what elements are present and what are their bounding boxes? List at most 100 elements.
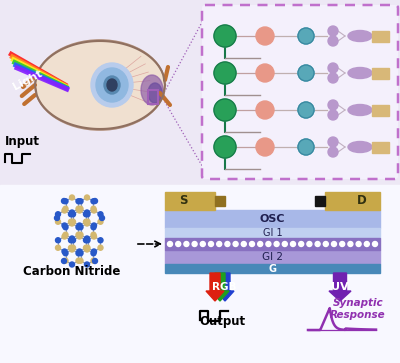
Circle shape — [78, 258, 83, 263]
Circle shape — [84, 221, 90, 226]
FancyArrow shape — [211, 273, 229, 301]
Text: OSC: OSC — [260, 214, 285, 224]
Circle shape — [56, 219, 60, 224]
Bar — [165, 250, 380, 264]
Circle shape — [217, 241, 222, 246]
Circle shape — [250, 241, 254, 246]
Circle shape — [200, 241, 205, 246]
Circle shape — [256, 64, 274, 82]
Circle shape — [62, 249, 67, 254]
Circle shape — [77, 208, 82, 213]
Ellipse shape — [96, 68, 128, 102]
Bar — [148, 90, 158, 104]
Circle shape — [328, 73, 338, 83]
Circle shape — [70, 210, 74, 215]
Circle shape — [70, 262, 74, 267]
Circle shape — [214, 62, 236, 84]
Circle shape — [62, 234, 67, 239]
Circle shape — [84, 210, 90, 215]
Circle shape — [214, 136, 236, 158]
Circle shape — [298, 139, 314, 155]
Circle shape — [76, 258, 81, 263]
Circle shape — [68, 238, 74, 243]
Circle shape — [85, 245, 90, 250]
Circle shape — [92, 258, 98, 264]
Circle shape — [98, 219, 103, 224]
Circle shape — [85, 212, 90, 217]
Circle shape — [241, 241, 246, 246]
Text: S: S — [179, 195, 187, 208]
Circle shape — [77, 249, 82, 254]
Circle shape — [68, 245, 74, 250]
Bar — [372, 68, 389, 79]
Circle shape — [91, 232, 96, 237]
Ellipse shape — [348, 68, 372, 78]
Bar — [0, 0, 400, 185]
Circle shape — [84, 212, 88, 217]
Circle shape — [91, 258, 96, 263]
Circle shape — [98, 245, 103, 250]
Text: D: D — [357, 195, 367, 208]
Circle shape — [214, 99, 236, 121]
Circle shape — [258, 241, 263, 246]
Circle shape — [323, 241, 328, 246]
Circle shape — [68, 219, 74, 224]
Circle shape — [76, 232, 81, 237]
Circle shape — [84, 236, 90, 241]
Circle shape — [62, 223, 67, 228]
Circle shape — [328, 147, 338, 157]
Circle shape — [92, 234, 96, 239]
Bar — [372, 142, 389, 153]
Circle shape — [63, 232, 68, 237]
Circle shape — [63, 258, 68, 263]
Circle shape — [92, 249, 96, 254]
Circle shape — [315, 241, 320, 246]
Circle shape — [77, 234, 82, 239]
Bar — [165, 192, 215, 210]
Circle shape — [98, 212, 103, 217]
Circle shape — [328, 26, 338, 36]
Circle shape — [84, 247, 90, 252]
Circle shape — [298, 65, 314, 81]
Bar — [165, 264, 380, 273]
Ellipse shape — [348, 30, 372, 41]
Circle shape — [332, 241, 336, 246]
Circle shape — [328, 36, 338, 46]
Circle shape — [92, 208, 96, 213]
Circle shape — [340, 241, 345, 246]
Circle shape — [298, 28, 314, 44]
Circle shape — [282, 241, 287, 246]
Text: RGB: RGB — [212, 282, 236, 292]
Circle shape — [100, 216, 104, 220]
Circle shape — [70, 245, 76, 250]
FancyArrow shape — [216, 273, 234, 301]
Circle shape — [256, 27, 274, 45]
Circle shape — [91, 206, 96, 211]
Circle shape — [225, 241, 230, 246]
Text: Carbon Nitride: Carbon Nitride — [23, 265, 121, 278]
Text: Input: Input — [4, 135, 40, 148]
Circle shape — [168, 241, 172, 246]
Ellipse shape — [35, 40, 165, 130]
Circle shape — [70, 212, 76, 217]
FancyArrow shape — [206, 273, 224, 301]
Ellipse shape — [107, 79, 117, 91]
Circle shape — [70, 221, 74, 226]
Circle shape — [68, 212, 74, 217]
FancyBboxPatch shape — [202, 5, 398, 179]
Circle shape — [84, 238, 88, 243]
Circle shape — [85, 238, 90, 243]
Circle shape — [214, 25, 236, 47]
Circle shape — [307, 241, 312, 246]
Circle shape — [299, 241, 304, 246]
Circle shape — [76, 225, 81, 230]
Text: Light: Light — [12, 68, 44, 92]
Circle shape — [364, 241, 369, 246]
Circle shape — [70, 247, 74, 252]
Circle shape — [78, 199, 83, 204]
Circle shape — [298, 102, 314, 118]
Circle shape — [76, 206, 81, 211]
Circle shape — [92, 199, 98, 204]
Circle shape — [184, 241, 189, 246]
Circle shape — [77, 223, 82, 228]
